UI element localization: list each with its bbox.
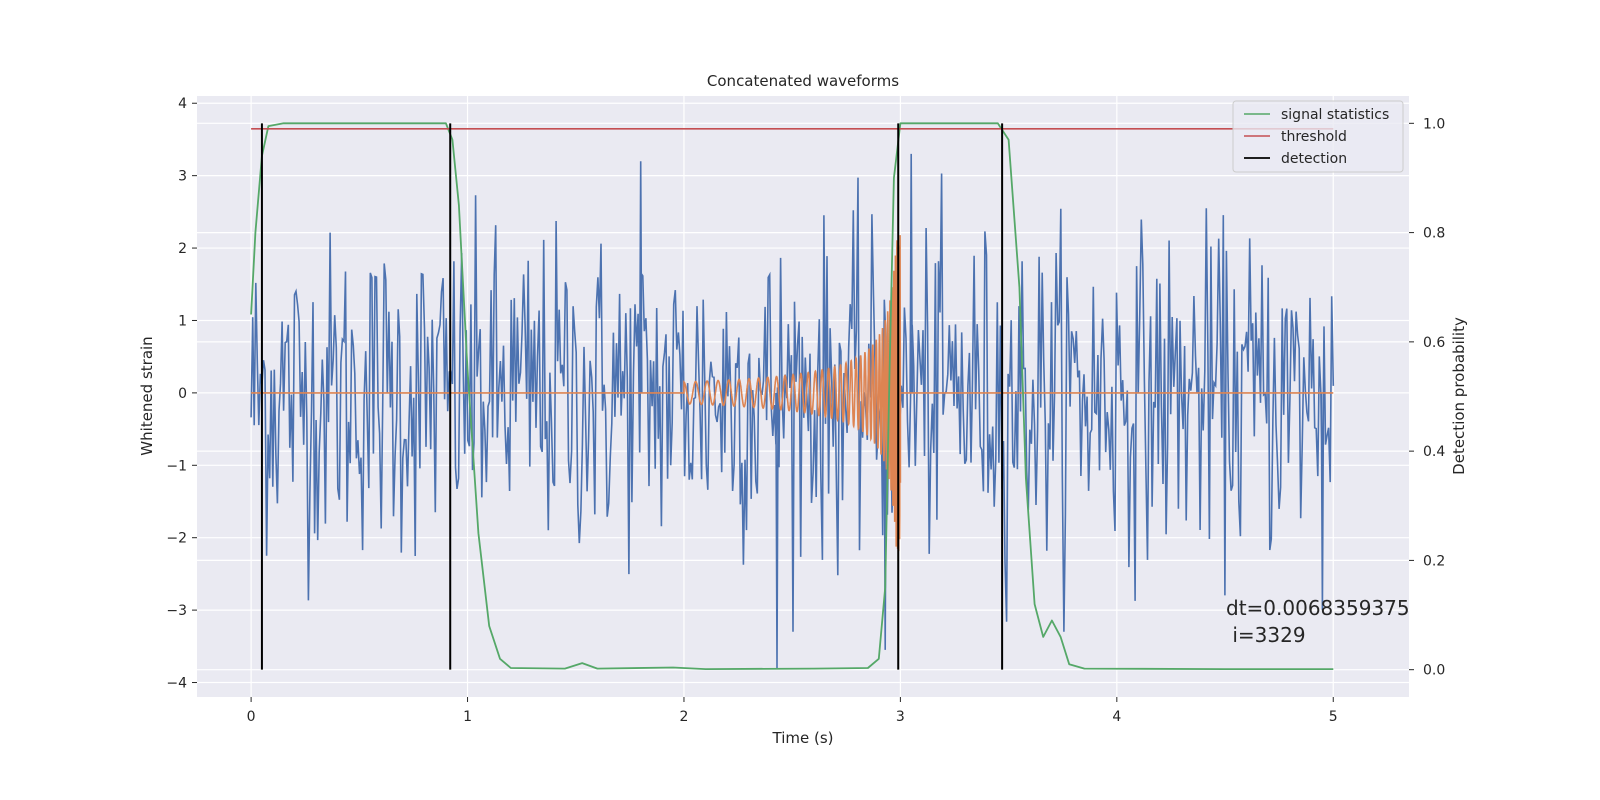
x-tick-label-2: 2 [680, 709, 689, 725]
legend-label-threshold: threshold [1281, 129, 1347, 145]
y2-axis-label: Detection probability [1450, 317, 1468, 475]
y-tick-label-8: 4 [178, 96, 187, 112]
y-tick-label-2: −2 [166, 531, 187, 547]
signal-statistics-line [250, 122, 1334, 670]
y2-tick-label-4: 0.8 [1423, 226, 1445, 242]
legend: signal statistics threshold detection [1232, 100, 1404, 173]
legend-box [1232, 100, 1404, 173]
plot-content [250, 122, 1335, 670]
signal-statistics-series [250, 122, 1334, 670]
x-tick-label-1: 1 [463, 709, 472, 725]
annotation-i: i=3329 [1226, 623, 1306, 647]
y-tick-label-7: 3 [178, 169, 187, 185]
y2-tick-label-1: 0.2 [1423, 553, 1445, 569]
y2-axis-ticks: 0.0 0.2 0.4 0.6 0.8 1.0 [1409, 116, 1445, 679]
x-tick-label-5: 5 [1329, 709, 1338, 725]
detection-series [260, 123, 1004, 670]
y-tick-label-4: 0 [178, 386, 187, 402]
chart-title: Concatenated waveforms [707, 72, 899, 90]
legend-label-signal-statistics: signal statistics [1281, 107, 1389, 123]
x-tick-label-0: 0 [247, 709, 256, 725]
legend-label-detection: detection [1281, 151, 1347, 167]
y-axis-ticks: −4 −3 −2 −1 0 1 2 3 4 [166, 96, 197, 692]
x-axis-ticks: 0 1 2 3 4 5 [247, 697, 1338, 725]
y-tick-label-1: −3 [166, 603, 187, 619]
x-axis-label: Time (s) [772, 729, 834, 747]
y-tick-label-3: −1 [166, 458, 187, 474]
chirp-series [251, 235, 1334, 552]
y2-tick-label-2: 0.4 [1423, 444, 1445, 460]
x-tick-label-3: 3 [896, 709, 905, 725]
y-tick-label-0: −4 [166, 676, 187, 692]
annotation-dt: dt=0.0068359375 [1226, 596, 1410, 620]
chirp-line [251, 235, 1334, 552]
y2-tick-label-3: 0.6 [1423, 335, 1445, 351]
y-tick-label-5: 1 [178, 313, 187, 329]
y-axis-label: Whitened strain [138, 336, 156, 455]
y-tick-label-6: 2 [178, 241, 187, 257]
y2-tick-label-5: 1.0 [1423, 116, 1445, 132]
x-tick-label-4: 4 [1112, 709, 1121, 725]
y2-tick-label-0: 0.0 [1423, 663, 1445, 679]
